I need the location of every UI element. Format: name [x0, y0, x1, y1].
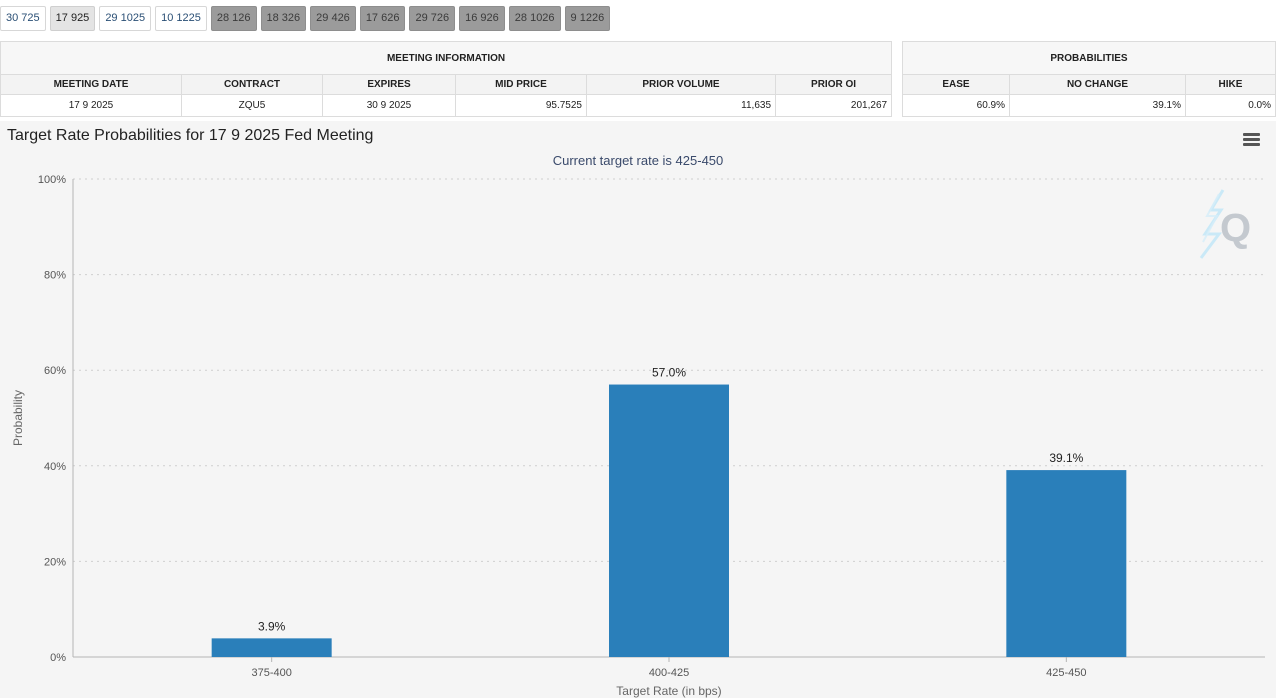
x-tick-label: 400-425: [649, 667, 689, 679]
contract-cell: ZQU5: [181, 94, 323, 117]
column-header-mid-price: MID PRICE: [455, 74, 587, 95]
table-row: 60.9% 39.1% 0.0%: [902, 94, 1276, 117]
chart-title: Target Rate Probabilities for 17 9 2025 …: [7, 127, 374, 144]
x-tick-label: 375-400: [251, 667, 291, 679]
y-tick-label: 100%: [38, 174, 66, 186]
expires-cell: 30 9 2025: [322, 94, 456, 117]
meeting-date-tab[interactable]: 18 326: [260, 6, 307, 31]
y-tick-label: 20%: [44, 556, 66, 568]
column-header-ease: EASE: [902, 74, 1010, 95]
bar: [211, 638, 332, 657]
chart-plot: 0% 20% 40% 60% 80% 100% 3.9% 375-400 57.0% 400-42…: [11, 174, 1265, 698]
chart-subtitle: Current target rate is 425-450: [552, 153, 724, 168]
column-header-contract: CONTRACT: [181, 74, 323, 95]
no-change-cell: 39.1%: [1009, 94, 1186, 117]
hike-cell: 0.0%: [1185, 94, 1276, 117]
column-header-meeting-date: MEETING DATE: [0, 74, 182, 95]
meeting-information-heading: MEETING INFORMATION: [0, 41, 893, 75]
meeting-date-tab[interactable]: 29 1025: [99, 6, 152, 31]
meeting-date-tab[interactable]: 28 1026: [508, 6, 561, 31]
meeting-date-tab[interactable]: 17 626: [359, 6, 406, 31]
column-header-expires: EXPIRES: [322, 74, 456, 95]
q-logo-watermark-icon: Q: [1199, 189, 1251, 259]
column-header-prior-volume: PRIOR VOLUME: [586, 74, 776, 95]
meeting-date-cell: 17 9 2025: [0, 94, 182, 117]
x-axis-title: Target Rate (in bps): [616, 684, 721, 698]
bar: [609, 384, 729, 657]
probabilities-table: PROBABILITIES EASE NO CHANGE HIKE 60.9% …: [902, 41, 1276, 117]
bar: [1006, 470, 1127, 657]
meeting-date-tab[interactable]: 29 726: [409, 6, 456, 31]
y-tick-label: 0%: [50, 652, 66, 664]
meeting-date-tab[interactable]: 10 1225: [155, 6, 207, 31]
column-header-hike: HIKE: [1185, 74, 1276, 95]
meeting-date-tab[interactable]: 9 1226: [564, 6, 611, 31]
y-tick-label: 40%: [44, 461, 66, 473]
y-axis-title: Probability: [11, 390, 25, 446]
prior-oi-cell: 201,267: [774, 94, 893, 117]
hamburger-menu-icon[interactable]: [1243, 133, 1260, 147]
meeting-information-table: MEETING INFORMATION MEETING DATE CONTRAC…: [0, 41, 893, 117]
mid-price-cell: 95.7525: [455, 94, 587, 117]
column-header-prior-oi: PRIOR OI: [774, 74, 893, 95]
meeting-date-tab[interactable]: 17 925: [49, 6, 96, 31]
column-header-no-change: NO CHANGE: [1009, 74, 1186, 95]
table-row: 17 9 2025 ZQU5 30 9 2025 95.7525 11,635 …: [0, 94, 893, 117]
bar-value-label: 57.0%: [652, 366, 686, 380]
bar-value-label: 39.1%: [1049, 451, 1083, 465]
x-tick-label: 425-450: [1046, 667, 1086, 679]
prior-volume-cell: 11,635: [586, 94, 776, 117]
meeting-date-tabs: 30 725 17 925 29 1025 10 1225 28 126 18 326 29…: [0, 6, 614, 31]
ease-cell: 60.9%: [902, 94, 1010, 117]
target-rate-chart: 0% 20% 40% 60% 80% 100% 3.9% 375-400 57.0% 400-42…: [0, 121, 1276, 698]
meeting-date-tab[interactable]: 16 926: [459, 6, 505, 31]
meeting-date-tab[interactable]: 29 426: [310, 6, 356, 31]
svg-text:Q: Q: [1220, 206, 1251, 250]
probabilities-heading: PROBABILITIES: [902, 41, 1276, 75]
y-tick-label: 80%: [44, 270, 66, 282]
bar-value-label: 3.9%: [258, 619, 286, 633]
meeting-date-tab[interactable]: 30 725: [0, 6, 46, 31]
y-tick-label: 60%: [44, 365, 66, 377]
meeting-date-tab[interactable]: 28 126: [210, 6, 257, 31]
